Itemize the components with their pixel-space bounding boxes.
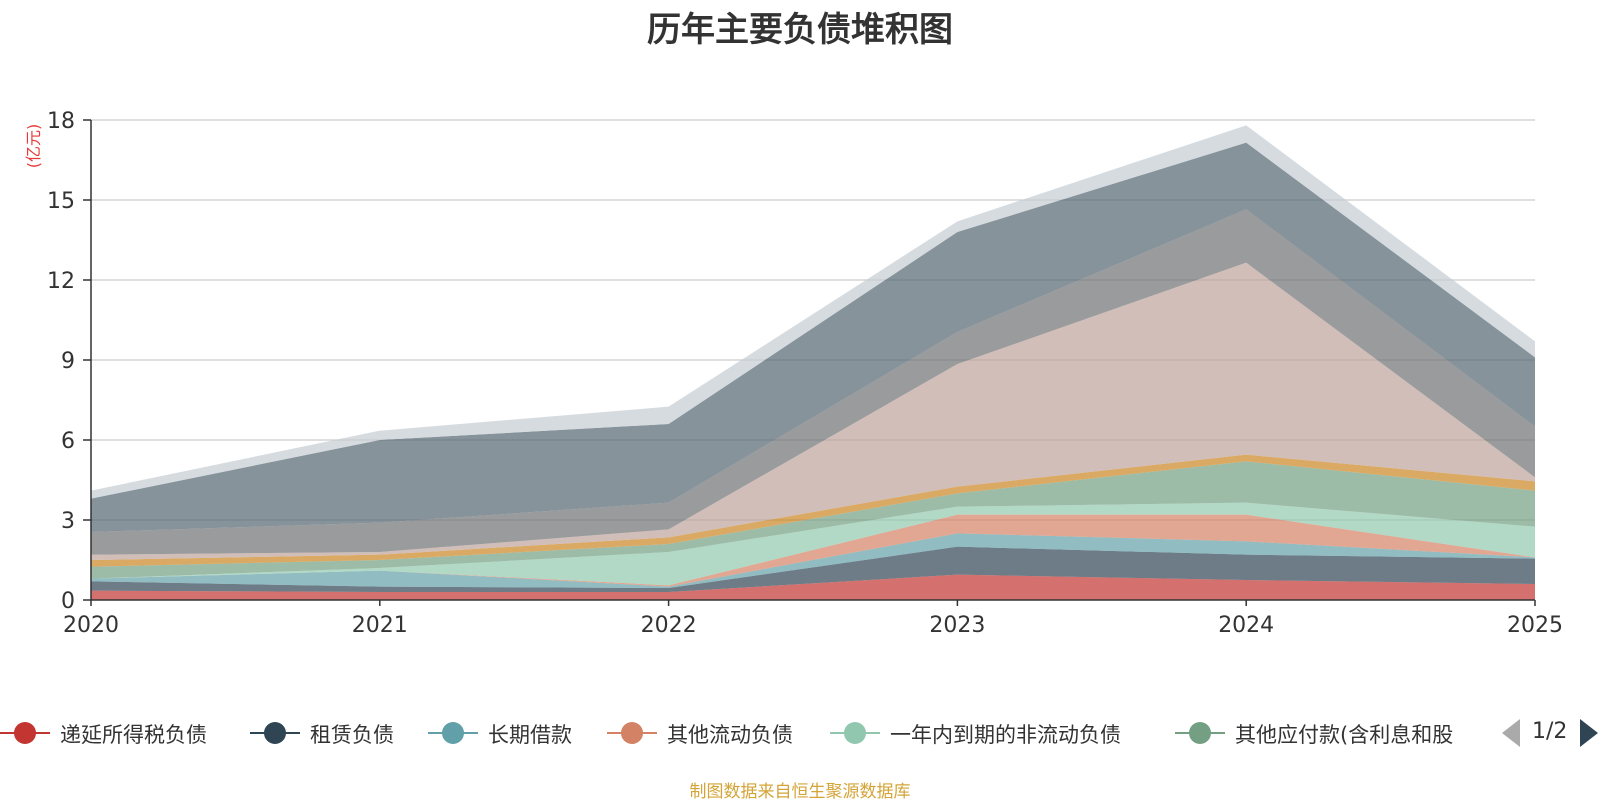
chart-plot: 0 3 6 9 12 15 18 2020 2021 2022 2023 2024 2025 xyxy=(47,109,1563,638)
legend-label: 长期借款 xyxy=(488,723,572,747)
legend-label: 一年内到期的非流动负债 xyxy=(890,723,1121,747)
x-tick-label: 2023 xyxy=(929,613,985,638)
legend-dot-icon xyxy=(264,722,286,744)
legend-label: 递延所得税负债 xyxy=(60,723,207,747)
legend-dot-icon xyxy=(621,722,643,744)
legend-dot-icon xyxy=(14,722,36,744)
legend-dot-icon xyxy=(1189,722,1211,744)
x-tick-label: 2024 xyxy=(1218,613,1274,638)
legend-page-indicator: 1/2 xyxy=(1532,719,1568,744)
area-series xyxy=(91,125,1535,600)
legend-dot-icon xyxy=(844,722,866,744)
area-series-10[interactable] xyxy=(91,125,1535,499)
x-tick-label: 2020 xyxy=(63,613,119,638)
area-series-9[interactable] xyxy=(91,142,1535,532)
chart-title: 历年主要负债堆积图 xyxy=(647,10,953,50)
triangle-left-icon[interactable] xyxy=(1502,719,1520,747)
area-series-4[interactable] xyxy=(91,502,1535,586)
y-tick-label: 15 xyxy=(47,189,75,214)
axes xyxy=(83,119,1536,606)
source-note: 制图数据来自恒生聚源数据库 xyxy=(689,782,911,802)
legend: 递延所得税负债 租赁负债 长期借款 其他流动负债 一年内到期的非流动负债 其他应付款(含利… xyxy=(0,713,1600,753)
area-series-3[interactable] xyxy=(91,514,1535,587)
legend-label: 其他流动负债 xyxy=(667,723,793,747)
legend-label: 租赁负债 xyxy=(310,723,394,747)
legend-pager: 1/2 xyxy=(1498,713,1600,753)
area-series-7[interactable] xyxy=(91,262,1535,560)
area-series-1[interactable] xyxy=(91,546,1535,592)
triangle-right-icon[interactable] xyxy=(1580,719,1598,747)
y-tick-label: 6 xyxy=(61,429,75,454)
y-tick-label: 0 xyxy=(61,589,75,614)
x-tick-label: 2022 xyxy=(641,613,697,638)
y-tick-label: 9 xyxy=(61,349,75,374)
tick-labels: 0 3 6 9 12 15 18 2020 2021 2022 2023 2024 2025 xyxy=(47,109,1563,638)
legend-dot-icon xyxy=(442,722,464,744)
x-tick-label: 2025 xyxy=(1507,613,1563,638)
y-tick-label: 3 xyxy=(61,509,75,534)
x-tick-label: 2021 xyxy=(352,613,408,638)
area-series-0[interactable] xyxy=(91,574,1535,600)
legend-label: 其他应付款(含利息和股 xyxy=(1235,723,1454,747)
area-series-2[interactable] xyxy=(91,533,1535,588)
y-tick-label: 18 xyxy=(47,109,75,134)
y-tick-label: 12 xyxy=(47,269,75,294)
area-series-5[interactable] xyxy=(91,461,1535,579)
